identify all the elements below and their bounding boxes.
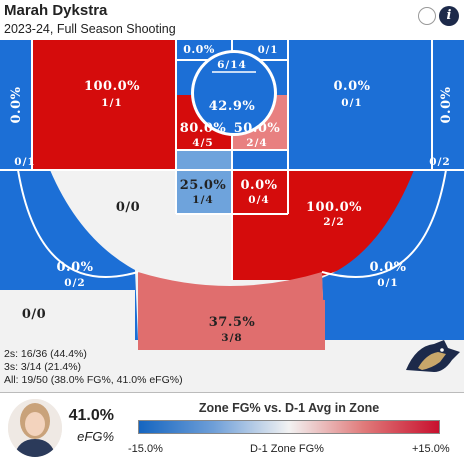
lbl-left-corner-pct: 0.0%	[9, 86, 24, 123]
footer: 41.0% eFG% Zone FG% vs. D-1 Avg in Zone …	[0, 392, 464, 463]
lbl-paint-left-frac: 4/5	[192, 137, 213, 149]
lbl-right-corner-pct: 0.0%	[439, 86, 454, 123]
stat-twos: 2s: 16/36 (44.4%)	[4, 348, 87, 360]
zone-deep-left-3	[0, 290, 135, 392]
lbl-rim-pct: 42.9%	[209, 99, 256, 114]
header: Marah Dykstra 2023-24, Full Season Shoot…	[0, 0, 464, 40]
avatar	[8, 399, 62, 457]
lbl-paint-right-frac: 2/4	[246, 137, 267, 149]
zone-left-corner-3	[0, 40, 32, 170]
lbl-top-left-pct: 0.0%	[183, 43, 215, 56]
zone-left-elbow-mid	[50, 170, 232, 280]
lbl-left-corner-frac: 0/1	[14, 156, 35, 168]
lbl-short-mid-right-pct: 0.0%	[241, 178, 278, 193]
lbl-left-top-3-frac: 0/2	[64, 277, 85, 289]
legend-min-label: -15.0%	[128, 443, 163, 455]
lbl-right-wing-frac: 0/1	[341, 97, 362, 109]
page-subtitle: 2023-24, Full Season Shooting	[4, 22, 176, 36]
zone-short-mid-left	[176, 150, 232, 214]
lbl-top-right-frac: 0/1	[258, 45, 279, 56]
lbl-left-wing-pct: 100.0%	[84, 79, 140, 94]
toggle-button[interactable]	[418, 7, 436, 25]
lbl-center-3-frac: 3/8	[221, 332, 242, 344]
stat-all: All: 19/50 (38.0% FG%, 41.0% eFG%)	[4, 374, 183, 386]
lbl-deep-left-frac: 0/0	[22, 307, 46, 322]
lbl-right-top-3-pct: 0.0%	[370, 260, 407, 275]
team-logo	[406, 340, 460, 372]
lbl-rim-frac: 6/14	[217, 59, 247, 71]
lbl-right-wing-pct: 0.0%	[334, 79, 371, 94]
legend-title: Zone FG% vs. D-1 Avg in Zone	[198, 401, 380, 415]
shot-chart-court: 0.0% 0/1 100.0% 1/1 0.0% 0/1 0.0% 0/2 0.…	[0, 40, 464, 392]
lbl-short-mid-left-frac: 1/4	[192, 194, 213, 206]
zone-left-baseline-mid	[0, 150, 32, 170]
zone-right-wing-3	[288, 40, 432, 170]
shooting-stats: 2s: 16/36 (44.4%) 3s: 3/14 (21.4%) All: …	[4, 348, 183, 387]
lbl-right-corner-frac: 0/2	[429, 156, 450, 168]
zone-center-3-lower	[138, 300, 325, 350]
zone-left-wing-3	[32, 40, 176, 170]
lbl-left-wing-frac: 1/1	[101, 97, 122, 109]
lbl-paint-right-pct: 50.0%	[234, 121, 281, 136]
lbl-left-elbow-frac: 0/0	[116, 200, 140, 215]
lbl-short-mid-right-frac: 0/4	[248, 194, 269, 206]
zone-right-corner-3	[432, 40, 464, 170]
lbl-center-3-pct: 37.5%	[209, 315, 256, 330]
zone-right-top-3	[322, 170, 464, 340]
legend-max-label: +15.0%	[412, 443, 450, 455]
info-icon[interactable]: i	[439, 6, 459, 26]
lbl-right-top-3-frac: 0/1	[377, 277, 398, 289]
lbl-short-mid-left-pct: 25.0%	[180, 178, 227, 193]
page-title: Marah Dykstra	[4, 2, 108, 19]
lbl-right-elbow-pct: 100.0%	[306, 200, 362, 215]
legend-mid-label: D-1 Zone FG%	[250, 443, 324, 455]
legend-colorbar	[138, 420, 440, 434]
lbl-paint-left-pct: 80.0%	[180, 121, 227, 136]
efg-value: 41.0%	[68, 407, 114, 424]
lbl-left-top-3-pct: 0.0%	[57, 260, 94, 275]
stat-threes: 3s: 3/14 (21.4%)	[4, 361, 82, 373]
efg-label: eFG%	[77, 429, 114, 444]
lbl-right-elbow-frac: 2/2	[323, 216, 344, 228]
